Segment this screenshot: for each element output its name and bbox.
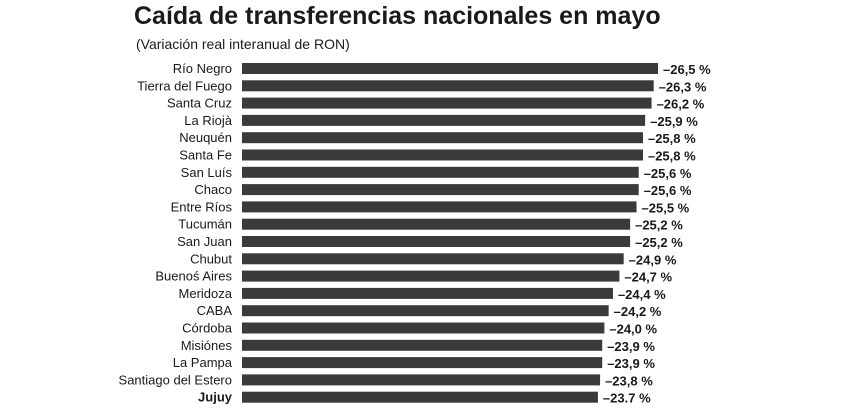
bar-18	[242, 374, 601, 386]
value-label: –24,2 %	[614, 304, 662, 319]
category-label: Chubut	[190, 251, 232, 266]
value-label: –25,8 %	[648, 149, 696, 164]
value-label: –24,7 %	[624, 270, 672, 285]
value-label: –23,9 %	[607, 339, 655, 354]
category-label: Entre Ríos	[171, 199, 233, 214]
bar-4	[242, 132, 643, 144]
bar-3	[242, 114, 646, 126]
bar-14	[242, 305, 609, 317]
chart-title: Caída de transferencias nacionales en ma…	[134, 2, 661, 30]
value-label: –25,8 %	[648, 131, 696, 146]
bar-11	[242, 253, 624, 265]
bar-1	[242, 80, 654, 92]
value-label: –25,2 %	[635, 235, 683, 250]
value-label: –24,9 %	[629, 252, 677, 267]
bar-17	[242, 357, 603, 369]
category-label: San Luís	[181, 165, 233, 180]
category-label: Misiónes	[181, 338, 233, 353]
category-label: Meridoza	[179, 286, 233, 301]
bar-2	[242, 97, 652, 109]
bar-16	[242, 339, 603, 351]
value-label: –24,4 %	[618, 287, 666, 302]
bar-15	[242, 322, 605, 334]
category-label: Jujuy	[198, 390, 233, 405]
bar-19	[242, 391, 598, 403]
category-label: Tucumán	[178, 217, 232, 232]
bar-8	[242, 201, 637, 213]
bar-10	[242, 236, 631, 247]
category-label: Buenoś Aires	[155, 269, 232, 284]
bar-13	[242, 287, 613, 299]
category-label: San Juan	[177, 234, 232, 249]
chart-subtitle: (Variación real interanual de RON)	[136, 36, 350, 52]
value-label: –23,9 %	[607, 356, 655, 371]
value-label: –23.7 %	[603, 391, 651, 406]
value-label: –25,6 %	[644, 183, 692, 198]
category-label: Chaco	[194, 182, 232, 197]
value-label: –25,6 %	[644, 166, 692, 181]
value-label: –24,0 %	[609, 322, 657, 337]
value-label: –25,5 %	[642, 200, 690, 215]
value-label: –26,2 %	[657, 97, 705, 112]
bar-0	[242, 63, 658, 74]
category-label: Santa Fe	[179, 148, 232, 163]
category-label: La Pampa	[173, 355, 233, 370]
value-label: –23,8 %	[605, 373, 653, 388]
category-label: Tierra del Fuego	[137, 78, 232, 93]
category-label: Santiago del Estero	[119, 372, 232, 387]
bar-7	[242, 184, 639, 196]
category-label: La Riojà	[184, 113, 232, 128]
value-label: –25,9 %	[650, 114, 698, 129]
value-label: –26,3 %	[659, 79, 707, 94]
category-label: Córdoba	[182, 321, 233, 336]
value-label: –26,5 %	[663, 62, 711, 77]
bar-6	[242, 166, 639, 178]
category-label: Santa Cruz	[167, 96, 232, 111]
bar-12	[242, 270, 620, 282]
category-label: CABA	[197, 303, 233, 318]
bar-5	[242, 149, 643, 161]
value-label: –25,2 %	[635, 218, 683, 233]
category-label: Neuquén	[179, 130, 232, 145]
category-label: Río Negro	[173, 61, 232, 76]
bar-9	[242, 218, 631, 230]
